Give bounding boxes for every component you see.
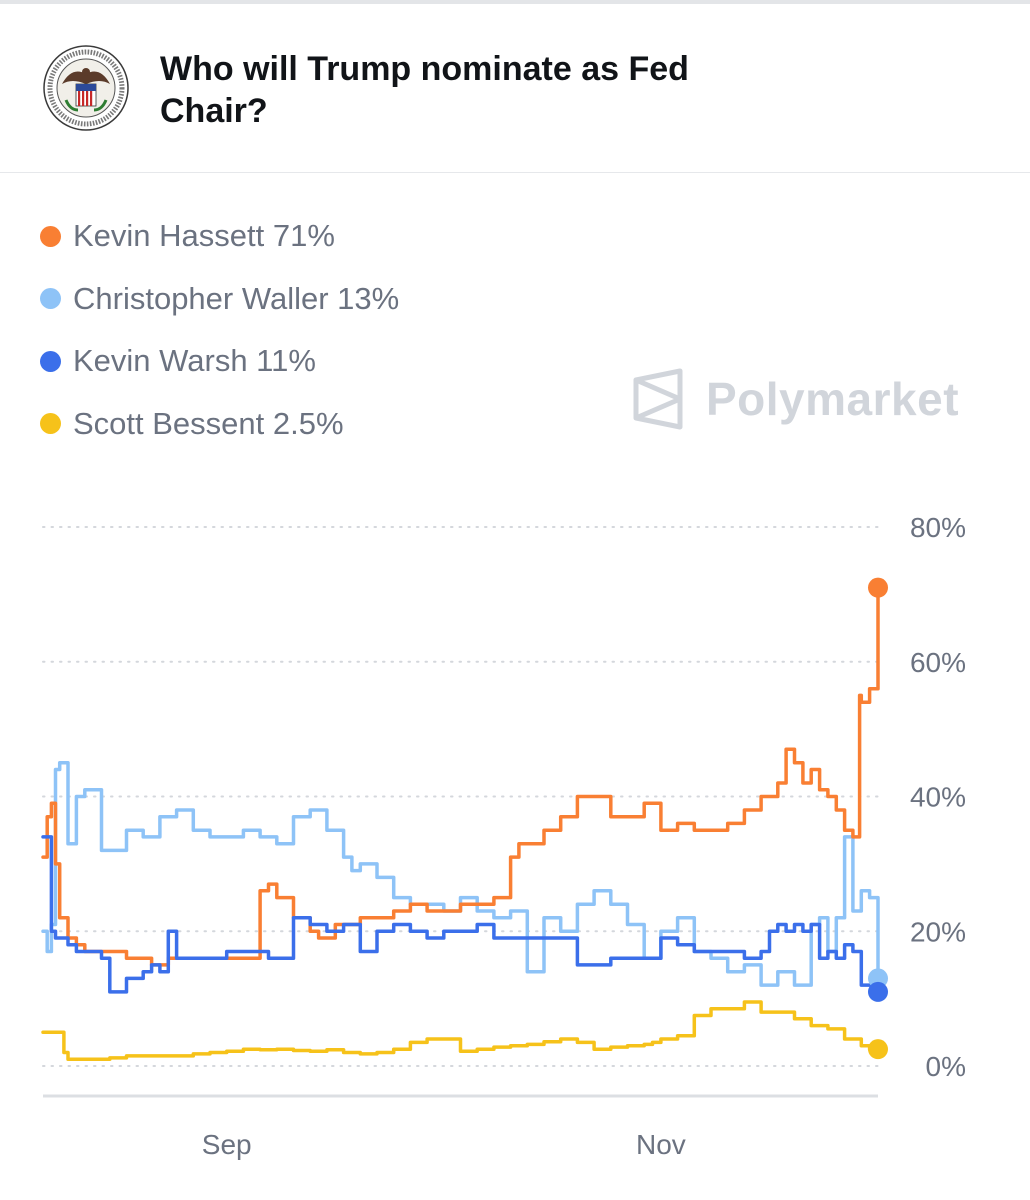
legend-dot-icon <box>40 225 61 247</box>
line-chart: 0% 20% 40% 60% 80% Sep Nov <box>41 512 966 1160</box>
y-tick-label: 0% <box>926 1051 966 1082</box>
chart-series <box>41 585 880 1062</box>
legend-label: Scott Bessent 2.5% <box>73 405 344 441</box>
legend-item-kevin-warsh: Kevin Warsh 11% <box>40 330 399 393</box>
legend-dot-icon <box>40 413 61 435</box>
end-marker-scott-bessent <box>868 1039 888 1060</box>
legend-label: Kevin Hassett 71% <box>73 218 335 254</box>
brand-name: Polymarket <box>706 373 960 425</box>
top-border <box>0 0 1030 4</box>
series-line-christopher-waller <box>41 761 880 987</box>
chart-gridlines <box>42 526 879 1067</box>
series-line-kevin-hassett <box>41 585 880 967</box>
series-line-kevin-warsh <box>41 835 880 994</box>
end-marker-kevin-hassett <box>868 577 888 598</box>
series-line-scott-bessent <box>41 1000 880 1062</box>
chart-end-markers <box>868 577 888 1060</box>
x-axis-ticks: Sep Nov <box>202 1129 686 1160</box>
legend-item-kevin-hassett: Kevin Hassett 71% <box>40 205 399 268</box>
legend-dot-icon <box>40 350 61 372</box>
legend-item-scott-bessent: Scott Bessent 2.5% <box>40 393 399 456</box>
y-tick-label: 80% <box>910 512 966 543</box>
y-tick-label: 40% <box>910 782 966 813</box>
market-header: Who will Trump nominate as Fed Chair? <box>0 4 1030 173</box>
polymarket-logo-icon <box>633 368 683 430</box>
y-tick-label: 20% <box>910 916 966 947</box>
legend-dot-icon <box>40 288 61 310</box>
x-tick-label: Sep <box>202 1129 252 1160</box>
legend-label: Christopher Waller 13% <box>73 280 400 316</box>
y-axis-ticks: 0% 20% 40% 60% 80% <box>910 512 966 1082</box>
page-title: Who will Trump nominate as Fed Chair? <box>160 50 689 130</box>
end-marker-kevin-warsh <box>868 981 888 1002</box>
x-tick-label: Nov <box>636 1129 686 1160</box>
y-tick-label: 60% <box>910 647 966 678</box>
chart-legend: Kevin Hassett 71% Christopher Waller 13%… <box>40 205 399 455</box>
polymarket-watermark: Polymarket <box>632 368 959 430</box>
legend-label: Kevin Warsh 11% <box>73 343 316 379</box>
legend-item-christopher-waller: Christopher Waller 13% <box>40 268 399 331</box>
federal-reserve-seal-icon <box>43 45 129 131</box>
